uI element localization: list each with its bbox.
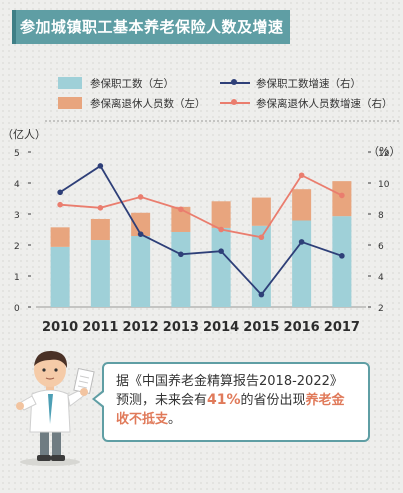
retirees-growth-point bbox=[97, 205, 104, 211]
legend-swatch-workers bbox=[58, 77, 82, 89]
right-tick-label: 6 bbox=[378, 242, 384, 252]
x-tick-label: 2011 bbox=[82, 320, 118, 335]
retirees-growth-point bbox=[137, 194, 144, 200]
bar-workers bbox=[251, 225, 271, 307]
workers-growth-point bbox=[258, 291, 265, 298]
retirees-growth-point bbox=[218, 226, 224, 233]
bar-retirees bbox=[332, 181, 352, 217]
legend-item-retirees-growth: 参保离退休人员数增速（右） bbox=[220, 94, 393, 112]
note-line-1: 据《中国养老金精算报告2018-2022》 bbox=[116, 372, 366, 391]
bar-retirees bbox=[251, 197, 271, 226]
retirees-growth-point bbox=[57, 201, 63, 208]
bar-workers bbox=[332, 216, 352, 307]
note-line-2: 预测，未来会有41%的省份出现养老金 bbox=[116, 391, 366, 410]
left-tick-label: 4 bbox=[14, 180, 20, 190]
retirees-growth-line bbox=[60, 174, 343, 239]
workers-growth-point bbox=[298, 239, 305, 245]
left-tick-label: 2 bbox=[14, 242, 20, 252]
note-middle: 的省份出现 bbox=[240, 393, 306, 408]
workers-growth-point bbox=[178, 251, 184, 258]
left-tick-label: 5 bbox=[14, 149, 20, 159]
left-tick-label: 0 bbox=[14, 304, 20, 314]
note-highlight-2: 收不抵支 bbox=[116, 412, 169, 427]
bar-workers bbox=[292, 220, 312, 307]
legend: 参保职工数（左） 参保离退休人员数（左） 参保职工数增速（右） 参保离退休人员数… bbox=[58, 72, 398, 116]
legend-swatch-retirees bbox=[58, 97, 82, 109]
note-highlight-1: 养老金 bbox=[305, 393, 345, 408]
legend-label-retirees: 参保离退休人员数（左） bbox=[90, 97, 206, 110]
bar-workers bbox=[90, 240, 110, 307]
workers-growth-point bbox=[339, 253, 345, 259]
legend-swatch-retirees-growth bbox=[220, 97, 250, 109]
x-tick-label: 2016 bbox=[284, 320, 320, 335]
bars bbox=[50, 181, 352, 307]
note-prefix: 预测，未来会有 bbox=[116, 393, 208, 408]
retirees-growth-point bbox=[339, 192, 345, 199]
note-line-3: 收不抵支。 bbox=[116, 410, 366, 429]
workers-growth-point bbox=[218, 248, 224, 254]
bar-workers bbox=[131, 236, 151, 307]
right-tick-label: 8 bbox=[378, 211, 384, 221]
note-percentage: 41% bbox=[207, 392, 241, 408]
right-tick-label: 10 bbox=[378, 180, 390, 190]
workers-growth-point bbox=[97, 163, 104, 169]
legend-label-retirees-growth: 参保离退休人员数增速（右） bbox=[256, 97, 393, 110]
bar-workers bbox=[171, 231, 191, 307]
title-accent bbox=[12, 10, 16, 44]
retirees-growth-point bbox=[298, 172, 305, 179]
workers-growth-point bbox=[57, 189, 63, 196]
x-tick-label: 2015 bbox=[243, 320, 279, 335]
right-tick-label: 2 bbox=[378, 304, 384, 314]
bar-workers bbox=[50, 246, 70, 307]
bar-retirees bbox=[171, 206, 191, 232]
legend-item-workers-growth: 参保职工数增速（右） bbox=[220, 74, 361, 92]
bar-retirees bbox=[50, 227, 70, 247]
workers-growth-line bbox=[59, 164, 343, 296]
retirees-growth-point bbox=[258, 234, 265, 241]
x-tick-label: 2012 bbox=[123, 320, 159, 335]
legend-label-workers: 参保职工数（左） bbox=[90, 77, 174, 90]
note-text: 据《中国养老金精算报告2018-2022》 预测，未来会有41%的省份出现养老金… bbox=[116, 372, 366, 429]
bar-workers bbox=[211, 227, 231, 307]
left-axis-unit: （亿人） bbox=[2, 128, 46, 141]
bar-retirees bbox=[131, 212, 151, 237]
right-tick-label: 4 bbox=[378, 273, 384, 283]
legend-label-workers-growth: 参保职工数增速（右） bbox=[256, 77, 361, 90]
retirees-growth-point bbox=[178, 206, 184, 213]
x-tick-label: 2010 bbox=[42, 320, 78, 335]
legend-item-retirees: 参保离退休人员数（左） bbox=[58, 94, 206, 112]
legend-item-workers: 参保职工数（左） bbox=[58, 74, 174, 92]
bar-retirees bbox=[292, 189, 312, 221]
chart-title: 参加城镇职工基本养老保险人数及增速 bbox=[12, 10, 290, 44]
left-tick-label: 1 bbox=[14, 273, 20, 283]
bar-retirees bbox=[211, 201, 231, 228]
x-tick-label: 2014 bbox=[203, 320, 239, 335]
note-suffix: 。 bbox=[168, 412, 182, 427]
note-pointer-inner bbox=[95, 392, 104, 406]
x-tick-label: 2013 bbox=[163, 320, 199, 335]
worker-illustration bbox=[16, 350, 95, 466]
note-source: 据《中国养老金精算报告2018-2022》 bbox=[116, 374, 343, 389]
left-tick-label: 3 bbox=[14, 211, 20, 221]
right-tick-label: 12 bbox=[378, 149, 389, 159]
x-tick-label: 2017 bbox=[324, 320, 360, 335]
bar-retirees bbox=[90, 218, 110, 241]
workers-growth-point bbox=[137, 231, 144, 237]
legend-swatch-workers-growth bbox=[220, 77, 250, 89]
line-series bbox=[57, 163, 345, 298]
right-axis-unit: （%） bbox=[368, 145, 400, 158]
